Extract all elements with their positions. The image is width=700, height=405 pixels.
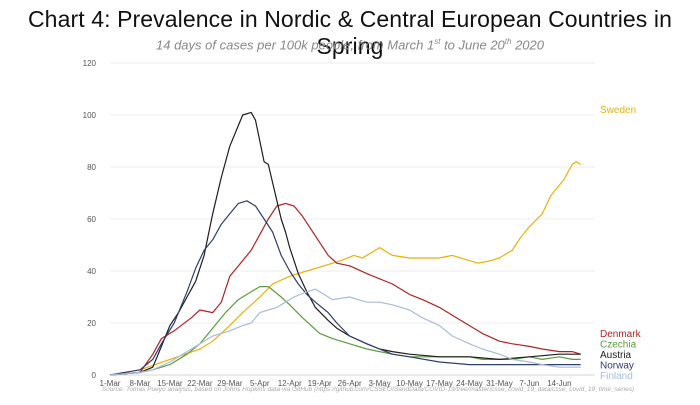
x-tick-label: 14-Jun — [547, 379, 571, 388]
x-tick-label: 1-Mar — [100, 379, 121, 388]
x-tick-label: 15-Mar — [157, 379, 183, 388]
x-tick-label: 17-May — [426, 379, 453, 388]
y-tick-label: 20 — [87, 319, 96, 328]
source-note: Source: Tomas Pueyo analysis, based on J… — [102, 386, 634, 393]
y-tick-label: 80 — [87, 163, 96, 172]
y-tick-label: 60 — [87, 215, 96, 224]
legend-label-czechia: Czechia — [600, 340, 637, 351]
series-line-finland — [109, 288, 581, 376]
series-line-czechia — [109, 286, 581, 376]
x-tick-label: 26-Apr — [338, 379, 362, 388]
legend-label-norway: Norway — [600, 361, 634, 372]
y-tick-label: 0 — [92, 371, 97, 380]
legend-label-finland: Finland — [600, 371, 633, 382]
series-line-austria — [109, 111, 581, 376]
x-tick-label: 3-May — [368, 379, 390, 388]
legend-label-austria: Austria — [600, 350, 632, 361]
x-tick-label: 29-Mar — [217, 379, 243, 388]
x-tick-label: 10-May — [396, 379, 423, 388]
x-tick-label: 5-Apr — [250, 379, 270, 388]
x-tick-label: 12-Apr — [278, 379, 302, 388]
legend-label-denmark: Denmark — [600, 329, 642, 340]
y-tick-label: 100 — [83, 111, 97, 120]
x-tick-label: 24-May — [456, 379, 483, 388]
legend-label-sweden: Sweden — [600, 105, 636, 116]
chart-title: Chart 4: Prevalence in Nordic & Central … — [27, 6, 673, 59]
x-tick-label: 19-Apr — [308, 379, 332, 388]
x-tick-label: 22-Mar — [187, 379, 213, 388]
x-tick-label: 7-Jun — [519, 379, 539, 388]
series-line-norway — [109, 200, 581, 376]
y-tick-label: 40 — [87, 267, 96, 276]
x-tick-label: 8-Mar — [130, 379, 151, 388]
y-tick-label: 120 — [83, 59, 97, 68]
series-line-denmark — [109, 202, 581, 376]
series-line-sweden — [109, 161, 582, 376]
x-tick-label: 31-May — [486, 379, 513, 388]
chart-subtitle: 14 days of cases per 100k people, from M… — [156, 37, 544, 53]
